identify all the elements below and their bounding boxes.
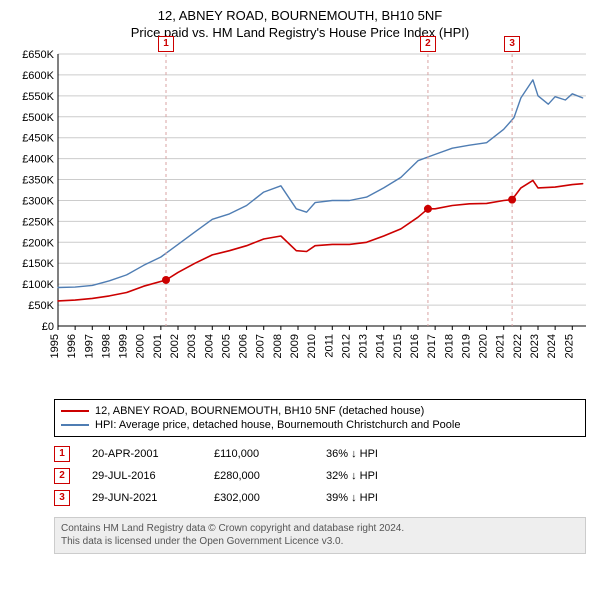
footer-line2: This data is licensed under the Open Gov… bbox=[61, 535, 579, 549]
svg-text:2017: 2017 bbox=[426, 334, 438, 358]
svg-text:£0: £0 bbox=[42, 321, 54, 333]
svg-text:1995: 1995 bbox=[49, 334, 61, 358]
legend-row: 12, ABNEY ROAD, BOURNEMOUTH, BH10 5NF (d… bbox=[61, 404, 579, 418]
svg-text:£50K: £50K bbox=[28, 300, 54, 312]
legend: 12, ABNEY ROAD, BOURNEMOUTH, BH10 5NF (d… bbox=[54, 399, 586, 437]
svg-text:£350K: £350K bbox=[22, 174, 54, 186]
event-hpi: 36% ↓ HPI bbox=[326, 448, 378, 460]
svg-text:2001: 2001 bbox=[152, 334, 164, 358]
event-marker-box: 1 bbox=[54, 446, 70, 462]
event-price: £280,000 bbox=[214, 470, 304, 482]
sale-marker-3: 3 bbox=[504, 36, 520, 52]
svg-text:2010: 2010 bbox=[306, 334, 318, 358]
svg-text:2004: 2004 bbox=[203, 334, 215, 358]
svg-text:£250K: £250K bbox=[22, 216, 54, 228]
svg-text:2005: 2005 bbox=[220, 334, 232, 358]
chart-title: 12, ABNEY ROAD, BOURNEMOUTH, BH10 5NF Pr… bbox=[10, 8, 590, 42]
svg-text:2023: 2023 bbox=[529, 334, 541, 358]
chart-area: £0 £50K £100K £150K £200K £250K £300K £350K £400… bbox=[10, 48, 590, 393]
svg-text:2014: 2014 bbox=[375, 334, 387, 358]
title-line1: 12, ABNEY ROAD, BOURNEMOUTH, BH10 5NF bbox=[10, 8, 590, 25]
svg-text:2025: 2025 bbox=[563, 334, 575, 358]
svg-text:1997: 1997 bbox=[83, 334, 95, 358]
svg-text:2008: 2008 bbox=[272, 334, 284, 358]
event-row: 2 29-JUL-2016 £280,000 32% ↓ HPI bbox=[54, 465, 586, 487]
svg-text:£450K: £450K bbox=[22, 132, 54, 144]
svg-text:2018: 2018 bbox=[443, 334, 455, 358]
svg-text:2000: 2000 bbox=[135, 334, 147, 358]
event-date: 29-JUN-2021 bbox=[92, 492, 192, 504]
sale-marker-1: 1 bbox=[158, 36, 174, 52]
svg-text:£400K: £400K bbox=[22, 153, 54, 165]
svg-text:2020: 2020 bbox=[478, 334, 490, 358]
footer-line1: Contains HM Land Registry data © Crown c… bbox=[61, 522, 579, 536]
event-price: £110,000 bbox=[214, 448, 304, 460]
svg-text:2013: 2013 bbox=[358, 334, 370, 358]
svg-text:2016: 2016 bbox=[409, 334, 421, 358]
title-line2: Price paid vs. HM Land Registry's House … bbox=[10, 25, 590, 42]
svg-text:2011: 2011 bbox=[323, 334, 335, 358]
svg-text:2012: 2012 bbox=[340, 334, 352, 358]
legend-row: HPI: Average price, detached house, Bour… bbox=[61, 418, 579, 432]
event-price: £302,000 bbox=[214, 492, 304, 504]
svg-text:2022: 2022 bbox=[512, 334, 524, 358]
svg-text:1999: 1999 bbox=[118, 334, 130, 358]
svg-text:1998: 1998 bbox=[100, 334, 112, 358]
event-date: 20-APR-2001 bbox=[92, 448, 192, 460]
svg-text:2002: 2002 bbox=[169, 334, 181, 358]
svg-text:1996: 1996 bbox=[66, 334, 78, 358]
event-marker-box: 2 bbox=[54, 468, 70, 484]
line-chart: £0 £50K £100K £150K £200K £250K £300K £350K £400… bbox=[10, 48, 590, 393]
svg-text:£100K: £100K bbox=[22, 279, 54, 291]
legend-label: 12, ABNEY ROAD, BOURNEMOUTH, BH10 5NF (d… bbox=[95, 405, 424, 417]
svg-text:£650K: £650K bbox=[22, 49, 54, 61]
legend-swatch bbox=[61, 410, 89, 412]
legend-label: HPI: Average price, detached house, Bour… bbox=[95, 419, 460, 431]
event-row: 1 20-APR-2001 £110,000 36% ↓ HPI bbox=[54, 443, 586, 465]
svg-text:£300K: £300K bbox=[22, 195, 54, 207]
event-hpi: 32% ↓ HPI bbox=[326, 470, 378, 482]
svg-text:£550K: £550K bbox=[22, 91, 54, 103]
svg-text:2021: 2021 bbox=[495, 334, 507, 358]
event-date: 29-JUL-2016 bbox=[92, 470, 192, 482]
svg-text:£500K: £500K bbox=[22, 112, 54, 124]
event-hpi: 39% ↓ HPI bbox=[326, 492, 378, 504]
svg-text:£600K: £600K bbox=[22, 70, 54, 82]
sale-events: 1 20-APR-2001 £110,000 36% ↓ HPI 2 29-JUL-201… bbox=[54, 443, 586, 509]
svg-text:2024: 2024 bbox=[546, 334, 558, 358]
legend-swatch bbox=[61, 424, 89, 426]
sale-marker-2: 2 bbox=[420, 36, 436, 52]
svg-text:2006: 2006 bbox=[238, 334, 250, 358]
footer-attribution: Contains HM Land Registry data © Crown c… bbox=[54, 517, 586, 554]
svg-text:£200K: £200K bbox=[22, 237, 54, 249]
event-row: 3 29-JUN-2021 £302,000 39% ↓ HPI bbox=[54, 487, 586, 509]
svg-text:2003: 2003 bbox=[186, 334, 198, 358]
svg-text:2007: 2007 bbox=[255, 334, 267, 358]
svg-text:2015: 2015 bbox=[392, 334, 404, 358]
svg-text:2009: 2009 bbox=[289, 334, 301, 358]
svg-text:2019: 2019 bbox=[460, 334, 472, 358]
svg-text:£150K: £150K bbox=[22, 258, 54, 270]
event-marker-box: 3 bbox=[54, 490, 70, 506]
